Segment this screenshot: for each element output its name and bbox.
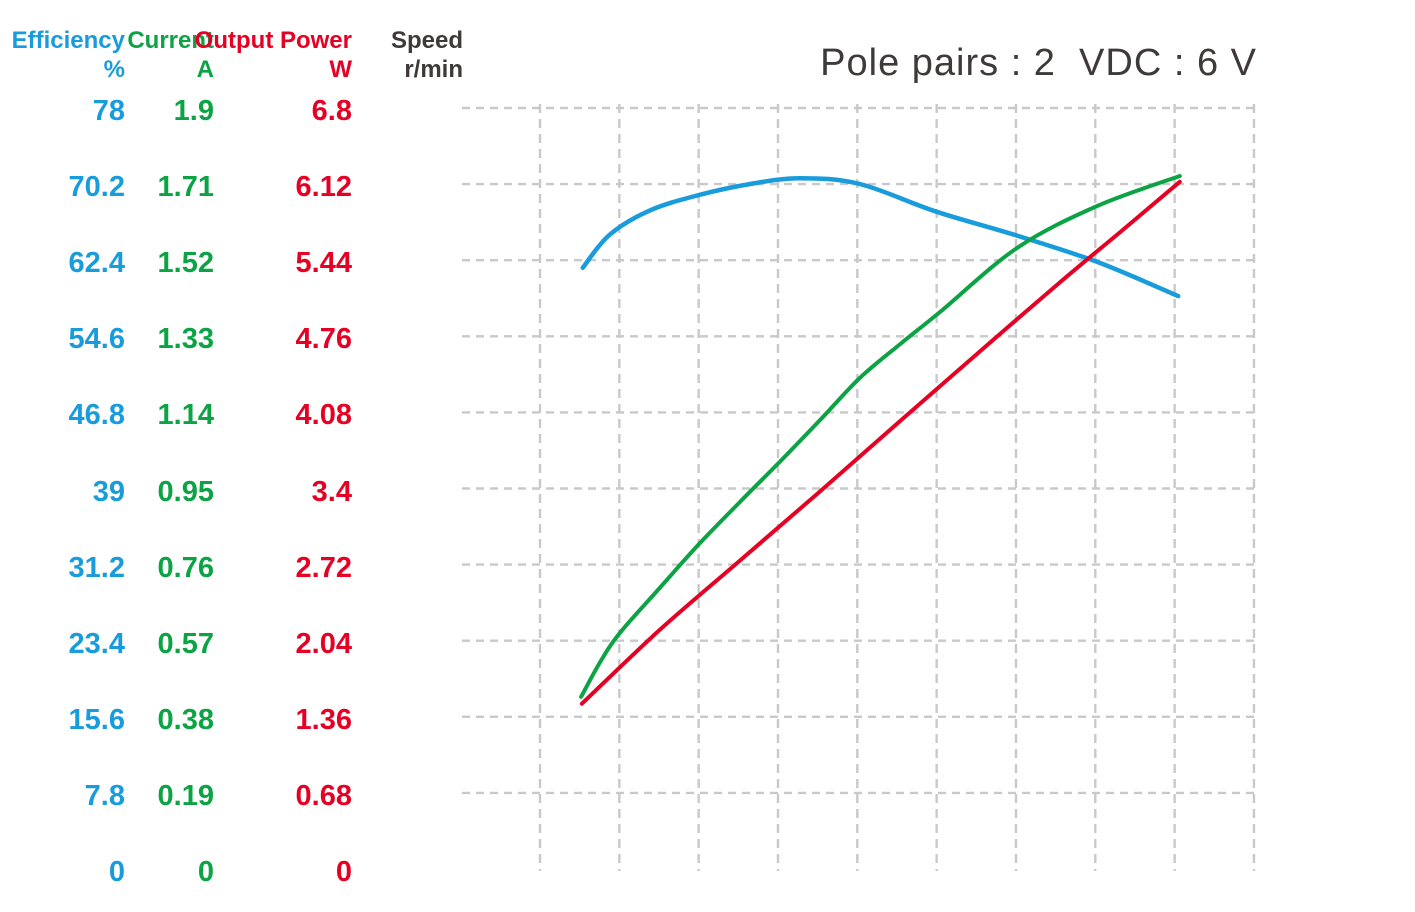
axis-header-speed: Speed r/min (303, 26, 463, 84)
axis-tick-efficiency: 70.2 (68, 171, 125, 204)
axis-tick-output-power: 2.04 (295, 627, 352, 660)
series-line-current (579, 174, 1182, 699)
series-line-efficiency (580, 175, 1181, 299)
axis-unit-speed: r/min (404, 56, 463, 83)
axis-tick-efficiency: 54.6 (68, 323, 125, 356)
axis-tick-efficiency: 46.8 (68, 399, 125, 432)
axis-tick-efficiency: 62.4 (68, 247, 125, 280)
axis-header-efficiency: Efficiency% (0, 26, 125, 84)
axis-tick-current: 0.76 (157, 551, 214, 584)
axis-tick-current: 1.52 (157, 247, 214, 280)
axis-tick-current: 0.57 (157, 627, 214, 660)
axis-name-current: Current (127, 27, 214, 54)
axis-tick-current: 0.38 (157, 703, 214, 736)
axis-unit-output-power: W (329, 56, 352, 83)
axis-tick-output-power: 4.08 (295, 399, 352, 432)
axis-tick-current: 1.14 (157, 399, 214, 432)
axis-tick-efficiency: 78 (92, 95, 125, 127)
axis-tick-current: 0 (197, 856, 214, 888)
axis-tick-efficiency: 39 (92, 475, 125, 508)
series-line-output-power (579, 179, 1182, 706)
axis-tick-efficiency: 15.6 (68, 703, 125, 736)
axis-name-output-power: Output Power (194, 27, 352, 54)
axis-tick-output-power: 0 (335, 856, 352, 888)
axis-unit-efficiency: % (103, 56, 125, 83)
axis-tick-output-power: 4.76 (295, 323, 352, 356)
axis-tick-current: 0.19 (157, 779, 214, 812)
axis-tick-efficiency: 23.4 (68, 627, 125, 660)
axis-tick-output-power: 2.72 (295, 551, 352, 584)
axis-tick-current: 1.9 (173, 95, 214, 127)
axis-tick-output-power: 6.12 (295, 171, 352, 204)
axis-tick-efficiency: 7.8 (84, 779, 125, 812)
axis-tick-output-power: 0.68 (295, 779, 352, 812)
axis-tick-output-power: 3.4 (311, 475, 352, 508)
axis-header-output-power: Output Power W (192, 26, 352, 84)
axis-name-speed: Speed (390, 27, 463, 54)
chart-title: Pole pairs : 2 VDC : 6 V (820, 42, 1257, 84)
axis-tick-current: 1.71 (157, 171, 214, 204)
axis-tick-output-power: 1.36 (295, 703, 352, 736)
axis-unit-current: A (196, 56, 214, 83)
axis-header-current: Current A (54, 26, 214, 84)
axis-tick-current: 1.33 (157, 323, 214, 356)
axis-name-efficiency: Efficiency (11, 27, 125, 54)
axis-tick-current: 0.95 (157, 475, 214, 508)
axis-tick-output-power: 5.44 (295, 247, 352, 280)
axis-tick-efficiency: 0 (108, 856, 125, 888)
axis-tick-output-power: 6.8 (311, 95, 352, 127)
axis-tick-efficiency: 31.2 (68, 551, 125, 584)
